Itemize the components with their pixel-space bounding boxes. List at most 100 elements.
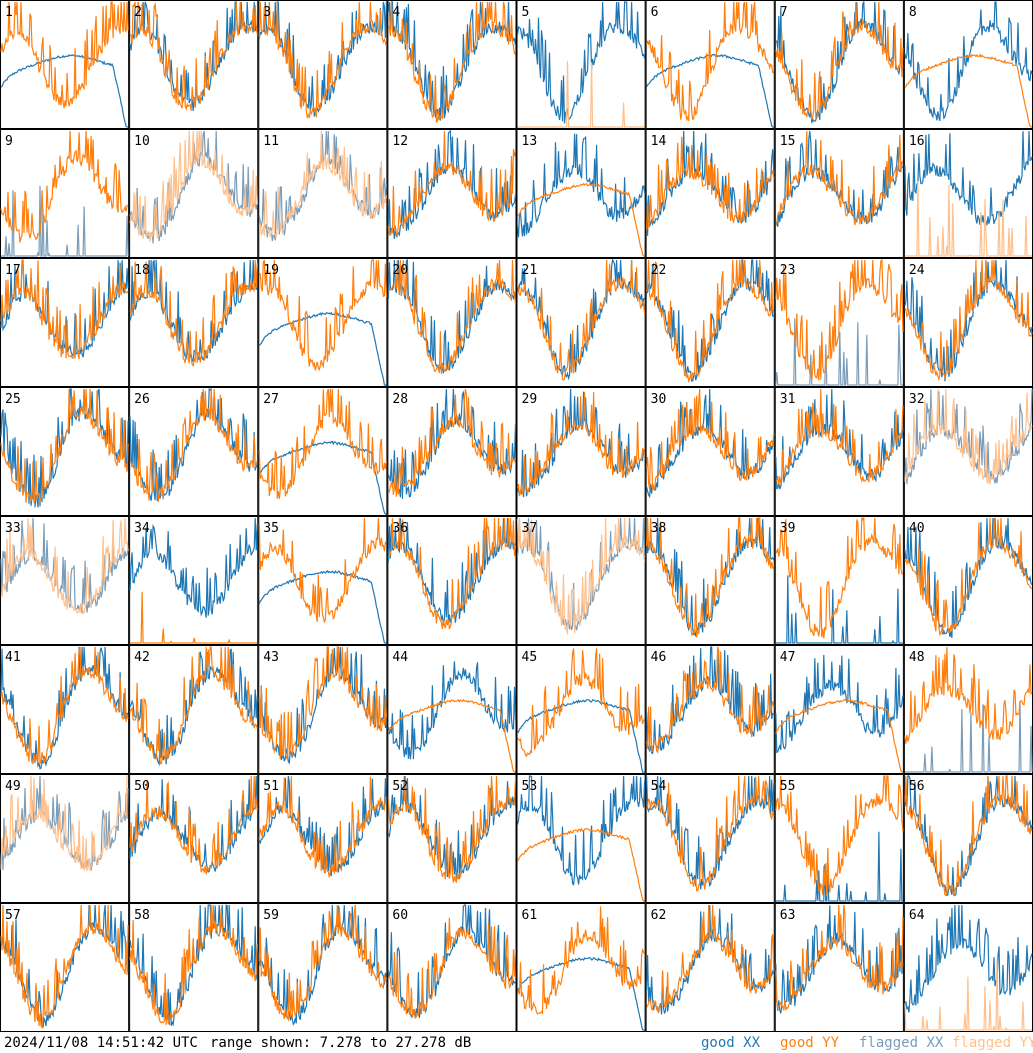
panel-frame: [387, 774, 517, 903]
panel-15: 15: [774, 129, 904, 258]
panel-number: 63: [780, 908, 796, 923]
panel-12: 12: [387, 129, 517, 258]
yy-trace: [775, 388, 904, 486]
panel-4: 4: [387, 0, 517, 129]
panel-number: 31: [780, 392, 796, 407]
xx-trace: [775, 654, 904, 754]
yy-trace: [646, 388, 775, 491]
panel-29: 29: [516, 387, 646, 516]
panel-2: 2: [129, 0, 259, 129]
yy-trace: [258, 646, 387, 760]
yy-trace: [0, 1, 129, 109]
panel-number: 13: [522, 134, 538, 149]
panel-number: 48: [909, 650, 925, 665]
panel-53: 53: [516, 774, 646, 903]
panel-number: 32: [909, 392, 925, 407]
yy-trace: [904, 646, 1033, 744]
panel-16: 16: [903, 129, 1033, 258]
panel-59: 59: [258, 903, 388, 1032]
panel-number: 1: [5, 5, 13, 20]
yy-trace: [388, 259, 517, 375]
panel-number: 62: [651, 908, 667, 923]
panel-number: 35: [263, 521, 279, 536]
panel-1: 1: [0, 0, 130, 129]
legend-flagged-xx-label: flagged: [859, 1035, 927, 1051]
panel-60: 60: [387, 903, 517, 1032]
yy-trace: [775, 904, 904, 1011]
yy-trace: [775, 1, 904, 120]
yy-trace: [775, 130, 904, 226]
xx-trace: [516, 133, 646, 238]
panel-frame: [516, 0, 646, 129]
panel-number: 52: [392, 779, 408, 794]
panel-number: 12: [392, 134, 408, 149]
xx-trace: [516, 775, 646, 886]
legend-flagged-xx-pol: XX: [926, 1035, 944, 1051]
panel-number: 58: [134, 908, 150, 923]
panel-number: 9: [5, 134, 13, 149]
panel-43: 43: [258, 645, 388, 774]
yy-trace: [516, 391, 646, 497]
panel-number: 30: [651, 392, 667, 407]
yy-trace: [129, 775, 258, 875]
legend-flagged-yy-pol: YY: [1019, 1035, 1033, 1051]
panel-number: 41: [5, 650, 21, 665]
panel-frame: [129, 903, 259, 1032]
panel-number: 29: [522, 392, 538, 407]
yy-trace: [0, 259, 129, 360]
yy-trace: [646, 1, 774, 122]
panel-frame: [258, 0, 388, 129]
legend-good-yy-pol: YY: [822, 1035, 840, 1051]
panel-number: 36: [392, 521, 408, 536]
panel-number: 40: [909, 521, 925, 536]
panel-35: 35: [258, 516, 388, 645]
yy-trace: [775, 775, 904, 896]
panel-49: 49: [0, 774, 130, 903]
panel-28: 28: [387, 387, 517, 516]
xx-trace: [904, 702, 1033, 773]
legend-flagged-xx: flagged XX: [859, 1035, 943, 1051]
yy-trace: [388, 388, 517, 497]
panel-45: 45: [516, 645, 646, 774]
panel-27: 27: [258, 387, 388, 516]
panel-number: 17: [5, 263, 21, 278]
panel-number: 2: [134, 5, 142, 20]
yy-trace: [904, 259, 1033, 382]
xx-trace: [646, 646, 775, 755]
panel-51: 51: [258, 774, 388, 903]
xx-trace: [129, 648, 258, 767]
panel-48: 48: [903, 645, 1033, 774]
xx-trace: [0, 54, 129, 128]
yy-trace: [258, 904, 387, 1022]
xx-trace: [516, 1, 646, 124]
xx-trace: [258, 904, 387, 1026]
panel-63: 63: [774, 903, 904, 1032]
panel-20: 20: [387, 258, 517, 387]
panel-number: 23: [780, 263, 796, 278]
xx-trace: [129, 259, 258, 363]
panel-number: 44: [392, 650, 408, 665]
yy-trace: [129, 388, 258, 502]
yy-trace: [516, 906, 646, 1015]
xx-trace: [0, 646, 129, 770]
panel-11: 11: [258, 129, 388, 258]
panel-18: 18: [129, 258, 259, 387]
panel-frame: [129, 645, 259, 774]
panel-frame: [903, 258, 1033, 387]
panel-number: 55: [780, 779, 796, 794]
yy-trace: [0, 388, 129, 504]
xx-trace: [775, 388, 904, 490]
yy-trace: [0, 775, 129, 873]
panel-number: 19: [263, 263, 279, 278]
panel-number: 45: [522, 650, 538, 665]
yy-trace: [0, 517, 129, 615]
panel-number: 5: [522, 5, 530, 20]
panel-number: 39: [780, 521, 796, 536]
timestamp: 2024/11/08 14:51:42 UTC: [4, 1035, 198, 1051]
panel-frame: [774, 774, 904, 903]
yy-trace: [387, 698, 516, 773]
panel-number: 18: [134, 263, 150, 278]
xx-trace: [0, 517, 129, 614]
yy-trace: [904, 388, 1033, 485]
yy-trace: [775, 515, 904, 639]
